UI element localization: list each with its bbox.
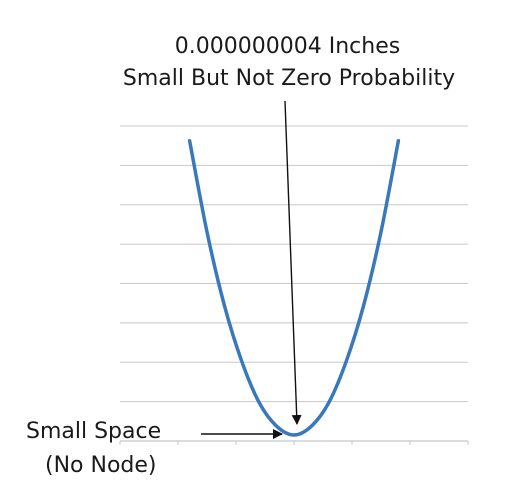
annotation-min-line-1: Small Space <box>26 419 162 444</box>
annotation-top-line-2: Small But Not Zero Probability <box>122 66 456 91</box>
annotation-arrows <box>201 100 302 439</box>
grid-lines <box>119 125 469 445</box>
arrow-to-minimum <box>284 100 302 425</box>
series-line-0 <box>187 138 401 437</box>
annotation-top-line-1: 0.000000004 Inches <box>174 34 401 59</box>
annotation-min-line-2: (No Node) <box>45 453 157 478</box>
series-layer <box>187 138 401 437</box>
